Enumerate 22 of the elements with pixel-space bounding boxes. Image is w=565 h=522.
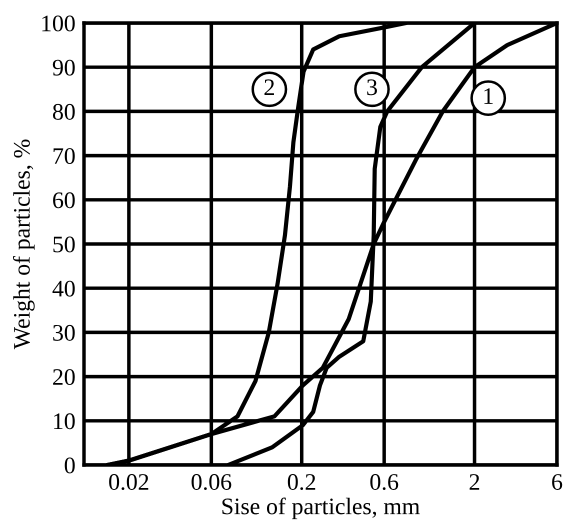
y-tick-label: 90 [52,60,75,76]
y-axis-title: Weight of particles, % [12,140,35,350]
y-tick-label: 10 [54,413,75,430]
y-tick-label: 80 [52,104,75,120]
x-tick-label: 0.2 [288,474,316,490]
x-tick-label: 2 [470,474,480,490]
y-tick-label: 0 [64,457,75,474]
x-tick-label: 0.06 [192,474,232,490]
y-tick-label: 30 [53,324,75,341]
x-tick-label: 0.02 [109,474,148,490]
x-tick-label: 6 [552,474,562,490]
y-tick-label: 70 [54,148,75,164]
annotation: 2 [264,79,274,95]
y-tick-label: 60 [53,192,75,208]
annotation: 1 [484,88,493,104]
x-tick-label: 0.6 [370,474,398,490]
y-tick-label: 50 [53,236,75,252]
x-axis-title: Sise of particles, mm [222,498,420,520]
y-tick-label: 100 [42,15,75,32]
y-tick-label: 20 [53,369,75,386]
annotation: 3 [367,79,377,96]
y-tick-label: 40 [52,280,75,297]
